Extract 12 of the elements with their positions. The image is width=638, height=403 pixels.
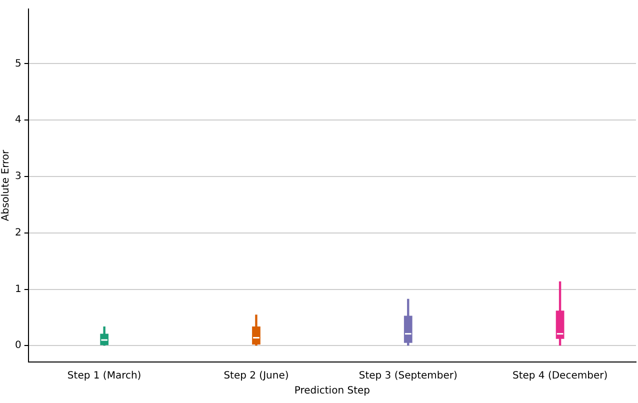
x-axis-title: Prediction Step [294, 386, 370, 397]
x-tick-label: Step 2 (June) [224, 370, 289, 382]
x-tick-label: Step 4 (December) [512, 370, 608, 382]
y-tick-label: 0 [14, 340, 22, 352]
y-tick-label: 1 [14, 284, 22, 295]
y-axis-title: Absolute Error [0, 148, 12, 222]
y-tick-label: 5 [14, 58, 22, 70]
y-tick-label: 2 [14, 227, 22, 238]
x-tick-label: Step 1 (March) [67, 370, 142, 382]
x-tick-label: Step 3 (September) [358, 370, 458, 382]
y-tick-label: 4 [14, 114, 22, 126]
y-tick-label: 3 [14, 171, 22, 182]
